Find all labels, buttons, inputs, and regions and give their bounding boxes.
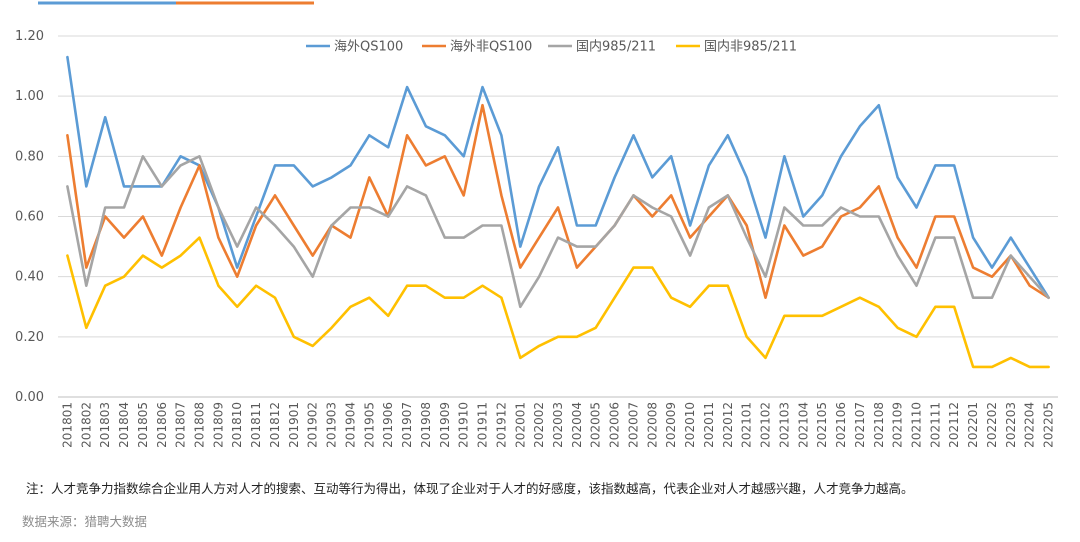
- series-line-4: [66, 236, 1050, 369]
- x-tick-label: 201902: [306, 402, 320, 448]
- x-tick-label: 202204: [1023, 402, 1037, 448]
- x-tick-label: 202010: [683, 402, 697, 448]
- x-tick-label: 202203: [1004, 402, 1018, 448]
- x-tick-label: 202202: [985, 402, 999, 448]
- x-tick-label: 202103: [777, 402, 791, 448]
- series-lines: [66, 55, 1050, 369]
- y-tick-label: 0.00: [15, 390, 44, 405]
- data-source: 数据来源：猎聘大数据: [22, 514, 148, 529]
- x-tick-label: 201811: [249, 402, 263, 448]
- x-tick-label: 201808: [193, 402, 207, 448]
- x-tick-label: 202106: [834, 402, 848, 448]
- x-tick-label: 201805: [136, 402, 150, 448]
- legend-label: 国内非985/211: [704, 39, 797, 55]
- y-tick-label: 0.60: [15, 210, 44, 225]
- x-tick-label: 201803: [98, 402, 112, 448]
- x-tick-label: 202107: [853, 402, 867, 448]
- x-tick-label: 202110: [909, 402, 923, 448]
- x-tick-label: 202011: [702, 402, 716, 448]
- legend-label: 海外QS100: [334, 40, 403, 55]
- x-tick-label: 202007: [626, 402, 640, 448]
- y-tick-label: 0.80: [15, 149, 44, 164]
- x-tick-label: 202101: [740, 402, 754, 448]
- x-tick-label: 201912: [494, 402, 508, 448]
- legend: 海外QS100 海外非QS100 国内985/211 国内非985/211: [306, 39, 797, 55]
- line-chart: 0.000.200.400.600.801.001.20 201801 20180…: [15, 1, 1058, 448]
- x-tick-label: 201801: [60, 402, 74, 448]
- x-tick-label: 202001: [513, 402, 527, 448]
- y-tick-label: 1.20: [15, 29, 44, 44]
- y-tick-label: 0.40: [15, 270, 44, 285]
- y-axis-ticks: 0.00 0.20 0.40 0.60 0.80 1.00 1.20: [15, 29, 44, 405]
- x-axis-ticks: 201801 201802 201803 201804 201805 201806 2018…: [60, 402, 1055, 448]
- x-tick-label: 202006: [608, 402, 622, 448]
- x-tick-label: 201810: [230, 402, 244, 448]
- series-line-2: [66, 103, 1050, 300]
- x-tick-label: 202005: [589, 402, 603, 448]
- x-tick-label: 201804: [117, 402, 131, 448]
- x-tick-label: 201802: [79, 402, 93, 448]
- x-tick-label: 202004: [570, 402, 584, 448]
- x-tick-label: 202201: [966, 402, 980, 448]
- x-tick-label: 201809: [211, 402, 225, 448]
- x-tick-label: 202009: [664, 402, 678, 448]
- x-tick-label: 202112: [947, 402, 961, 448]
- x-tick-label: 202008: [645, 402, 659, 448]
- x-tick-label: 201908: [419, 402, 433, 448]
- x-tick-label: 202108: [872, 402, 886, 448]
- x-tick-label: 201812: [268, 402, 282, 448]
- x-tick-label: 201904: [343, 402, 357, 448]
- x-tick-label: 201907: [400, 402, 414, 448]
- x-tick-label: 201910: [457, 402, 471, 448]
- x-tick-label: 202102: [759, 402, 773, 448]
- x-tick-label: 202111: [928, 402, 942, 448]
- x-tick-label: 201903: [325, 402, 339, 448]
- x-tick-label: 202002: [532, 402, 546, 448]
- legend-label: 海外非QS100: [450, 40, 532, 55]
- x-tick-label: 201806: [155, 402, 169, 448]
- legend-label: 国内985/211: [576, 39, 656, 55]
- series-line-1: [66, 55, 1050, 300]
- x-tick-label: 201909: [438, 402, 452, 448]
- x-tick-label: 201905: [362, 402, 376, 448]
- x-tick-label: 201906: [381, 402, 395, 448]
- y-tick-label: 0.20: [15, 330, 44, 345]
- series-line-3: [66, 155, 1050, 309]
- x-tick-label: 202109: [891, 402, 905, 448]
- x-tick-label: 202003: [551, 402, 565, 448]
- x-tick-label: 202205: [1042, 402, 1056, 448]
- x-tick-label: 202105: [815, 402, 829, 448]
- x-tick-label: 201901: [287, 402, 301, 448]
- gridlines: [58, 35, 1058, 398]
- x-tick-label: 201911: [476, 402, 490, 448]
- y-tick-label: 1.00: [15, 89, 44, 104]
- x-tick-label: 202012: [721, 402, 735, 448]
- x-tick-label: 201807: [174, 402, 188, 448]
- x-tick-label: 202104: [796, 402, 810, 448]
- footnote: 注：人才竞争力指数综合企业用人方对人才的搜索、互动等行为得出，体现了企业对于人才…: [26, 481, 914, 496]
